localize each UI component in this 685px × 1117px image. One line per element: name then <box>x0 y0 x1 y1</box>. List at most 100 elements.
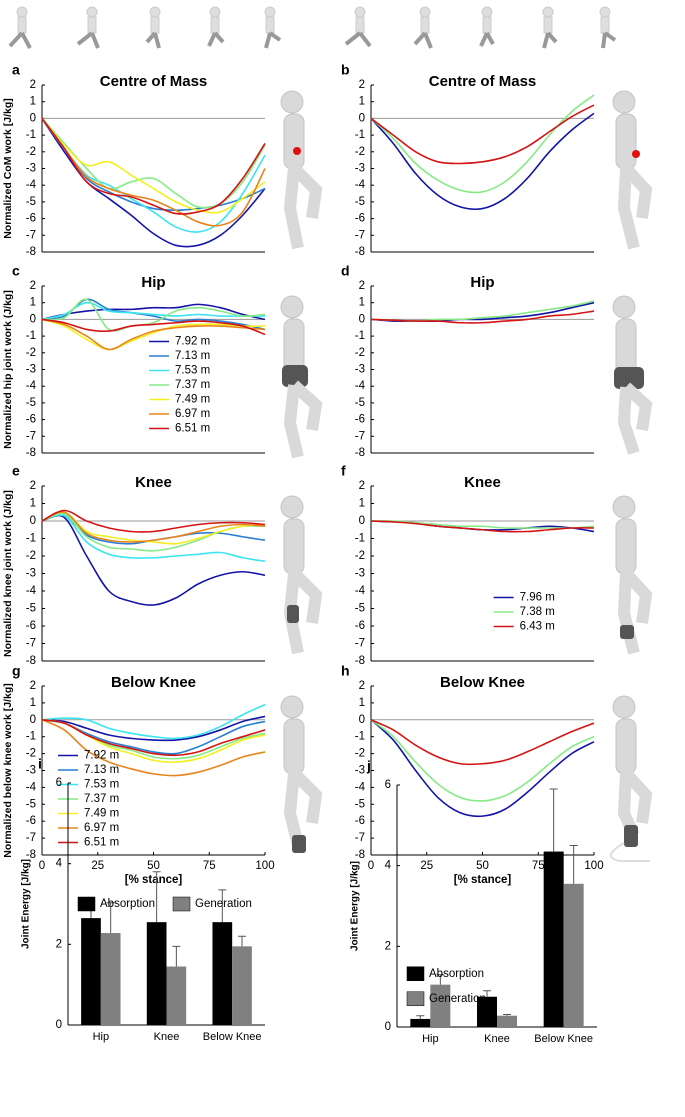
x-axis-label: [% stance] <box>125 874 183 886</box>
panel-letter: a <box>12 62 20 78</box>
y-tick-label: -2 <box>26 347 36 359</box>
series-line <box>41 303 266 321</box>
x-tick-label: 50 <box>476 860 489 872</box>
series-line <box>370 719 595 818</box>
y-tick-label: 0 <box>385 1021 391 1033</box>
panel-title: Knee <box>464 474 501 491</box>
y-tick-label: 2 <box>359 79 365 91</box>
legend-label: 6.51 m <box>84 837 119 849</box>
y-axis-label: Joint Energy [J/kg] <box>21 859 32 949</box>
series-line <box>41 514 266 606</box>
series-line <box>41 117 266 233</box>
y-tick-label: -1 <box>355 330 365 342</box>
x-tick-label: Hip <box>422 1033 439 1045</box>
y-tick-label: 1 <box>359 697 365 709</box>
y-tick-label: -2 <box>355 146 365 158</box>
panel-letter: e <box>12 463 20 479</box>
y-tick-label: -7 <box>26 832 36 844</box>
y-tick-label: -3 <box>355 568 365 580</box>
series-line <box>370 310 595 324</box>
y-tick-label: -7 <box>26 430 36 442</box>
panel: g Below Knee Normalized below knee work [J… <box>2 663 275 886</box>
y-tick-label: -1 <box>26 129 36 141</box>
series-line <box>370 520 595 529</box>
y-tick-label: -2 <box>26 146 36 158</box>
bar <box>410 1018 431 1027</box>
panel-letter: i <box>38 756 42 772</box>
y-tick-label: 2 <box>56 938 62 950</box>
series-line <box>41 511 266 543</box>
y-tick-label: -6 <box>355 414 365 426</box>
series-line <box>370 104 595 165</box>
legend-label: 7.92 m <box>175 336 210 348</box>
y-tick-label: -8 <box>26 849 36 861</box>
legend-label: 7.53 m <box>175 365 210 377</box>
y-tick-label: -7 <box>355 229 365 241</box>
y-tick-label: 0 <box>359 714 365 726</box>
bar <box>146 922 167 1025</box>
x-tick-label: 50 <box>147 860 160 872</box>
legend-label: 7.96 m <box>520 592 555 604</box>
error-bar <box>106 902 115 934</box>
y-tick-label: -1 <box>355 533 365 545</box>
y-tick-label: -6 <box>26 213 36 225</box>
y-tick-label: -4 <box>26 585 37 597</box>
error-bar <box>218 889 227 923</box>
y-tick-label: -2 <box>355 748 365 760</box>
bar <box>212 922 233 1025</box>
y-tick-label: 1 <box>30 697 36 709</box>
x-tick-label: 75 <box>203 860 216 872</box>
legend-label: Absorption <box>100 898 155 910</box>
y-tick-label: -5 <box>26 397 36 409</box>
panel: e Knee Normalized knee joint work (J/kg] -8… <box>2 463 266 667</box>
y-tick-label: -7 <box>26 229 36 241</box>
legend-label: 7.38 m <box>520 606 555 618</box>
legend-label: 6.51 m <box>175 423 210 435</box>
series-line <box>41 318 266 336</box>
panel-title: Hip <box>470 274 494 291</box>
x-tick-label: Hip <box>93 1031 110 1043</box>
panel: a Centre of Mass Normalized CoM work [J/kg… <box>2 62 266 258</box>
y-tick-label: -5 <box>26 798 36 810</box>
y-tick-label: -3 <box>26 163 36 175</box>
x-tick-label: Below Knee <box>203 1031 262 1043</box>
runner-strip <box>8 6 617 49</box>
y-tick-label: 6 <box>56 777 62 789</box>
error-bar <box>503 1014 511 1016</box>
y-tick-label: -8 <box>26 447 36 459</box>
y-tick-label: -1 <box>26 533 36 545</box>
y-tick-label: -3 <box>26 765 36 777</box>
y-tick-label: 1 <box>359 498 365 510</box>
y-tick-label: 1 <box>30 96 36 108</box>
series-line <box>41 715 266 742</box>
y-tick-label: -1 <box>355 731 365 743</box>
y-tick-label: 2 <box>30 280 36 292</box>
legend-label: 7.49 m <box>175 394 210 406</box>
y-tick-label: -5 <box>355 603 365 615</box>
y-tick-label: 2 <box>30 680 36 692</box>
y-tick-label: -7 <box>355 832 365 844</box>
y-tick-label: -4 <box>355 781 366 793</box>
series-line <box>41 719 266 757</box>
y-tick-label: -2 <box>355 347 365 359</box>
y-tick-label: -8 <box>355 447 365 459</box>
error-bar <box>152 871 161 923</box>
y-tick-label: -3 <box>355 765 365 777</box>
y-tick-label: 2 <box>30 480 36 492</box>
series-line <box>41 117 266 214</box>
panel-title: Centre of Mass <box>429 73 537 90</box>
y-tick-label: -6 <box>355 213 365 225</box>
y-tick-label: -2 <box>26 748 36 760</box>
panel: h Below Knee -8 -7 -6 -5 -4 -3 -2 -1 0 1 2 0 25 50 75 100… <box>341 663 604 886</box>
bar <box>100 933 121 1025</box>
panel-title: Hip <box>141 274 165 291</box>
panel-title: Below Knee <box>111 674 196 691</box>
y-tick-label: -3 <box>26 364 36 376</box>
y-axis-label: Joint Energy [J/kg] <box>350 861 361 951</box>
y-tick-label: 2 <box>359 680 365 692</box>
charts: a Centre of Mass Normalized CoM work [J/kg… <box>2 62 604 1045</box>
x-tick-label: 25 <box>91 860 104 872</box>
series-line <box>41 298 266 332</box>
